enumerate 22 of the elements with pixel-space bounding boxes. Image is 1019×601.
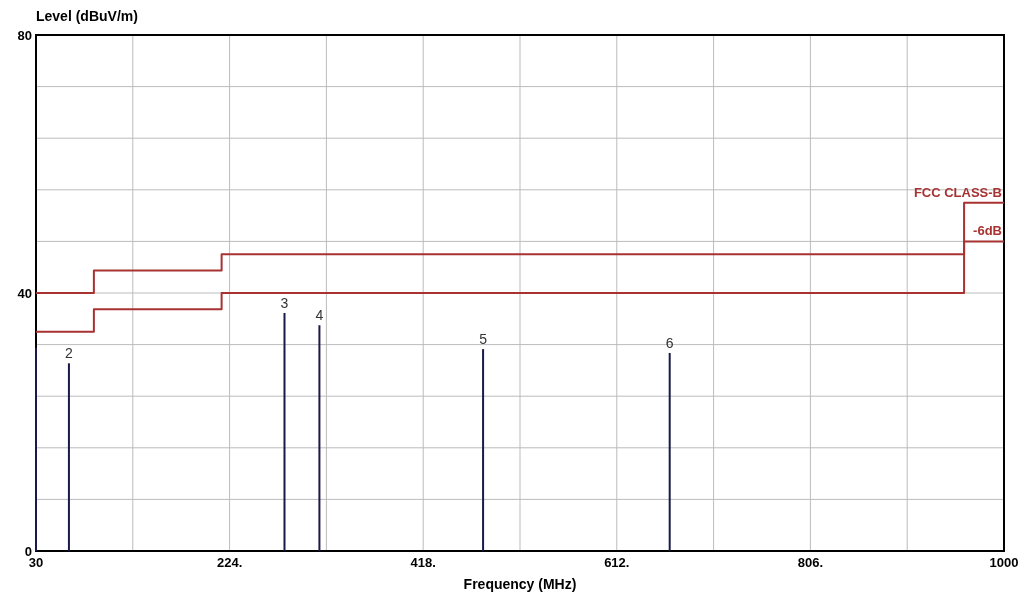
x-tick-label: 1000 xyxy=(989,555,1019,570)
annotation: 5 xyxy=(479,331,488,348)
annotation: 4 xyxy=(315,307,324,324)
bar xyxy=(35,347,37,551)
x-tick-label: 806. xyxy=(797,555,824,570)
annotation: 6 xyxy=(665,334,674,351)
bar xyxy=(668,352,671,551)
annotation: 3 xyxy=(280,294,289,311)
y-tick-label: 40 xyxy=(17,286,32,301)
bar xyxy=(482,349,485,551)
series-label: FCC CLASS-B xyxy=(913,184,1002,200)
x-tick-label: 612. xyxy=(604,555,630,570)
series-label: -6dB xyxy=(973,223,1002,239)
x-tick-label: 418. xyxy=(410,555,436,570)
bar xyxy=(318,325,321,551)
y-axis-title: Level (dBuV/m) xyxy=(36,8,138,24)
bar xyxy=(67,363,70,551)
x-tick-label: 224. xyxy=(216,555,243,570)
y-tick-label: 80 xyxy=(17,28,32,43)
annotation: 2 xyxy=(65,345,74,362)
x-axis-title: Frequency (MHz) xyxy=(463,576,577,592)
bar xyxy=(283,313,286,551)
